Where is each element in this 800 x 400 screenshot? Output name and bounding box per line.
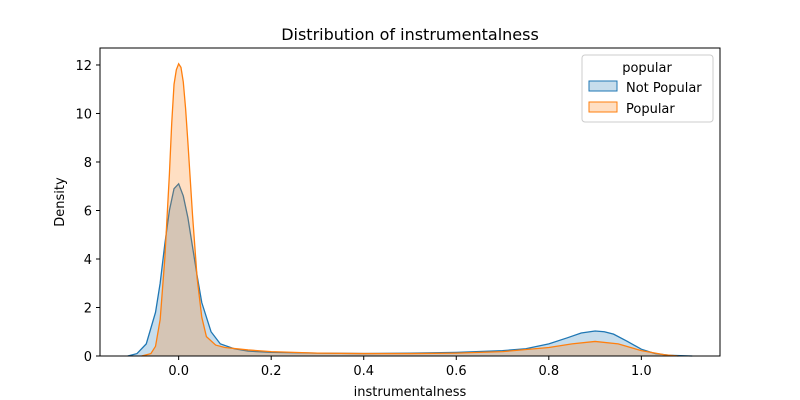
- legend-swatch-not-popular: [588, 80, 618, 92]
- density-line-not-popular: [127, 182, 693, 357]
- legend-box: [581, 54, 714, 123]
- y-tick-label: 8: [84, 156, 92, 171]
- legend-title: popular: [622, 61, 672, 76]
- x-tick-label: 0.4: [353, 364, 374, 379]
- density-line-popular: [141, 62, 679, 357]
- chart-title: Distribution of instrumentalness: [281, 25, 539, 44]
- y-axis-label: Density: [53, 177, 68, 227]
- x-axis: 0.0 0.2 0.4 0.6 0.8 1.0: [168, 356, 652, 379]
- y-tick-label: 12: [75, 59, 92, 74]
- y-tick-label: 2: [84, 301, 92, 316]
- x-axis-label: instrumentalness: [354, 385, 467, 400]
- y-tick-label: 10: [75, 107, 92, 122]
- plot-area: [127, 62, 693, 357]
- y-tick-label: 6: [84, 204, 92, 219]
- x-tick-label: 0.2: [261, 364, 282, 379]
- x-tick-label: 1.0: [631, 364, 652, 379]
- density-fill-not-popular: [127, 183, 693, 356]
- y-tick-label: 4: [84, 253, 92, 268]
- x-tick-label: 0.6: [446, 364, 467, 379]
- legend-label-popular: Popular: [626, 102, 675, 117]
- density-fill-popular: [141, 63, 679, 356]
- axes-frame: [99, 47, 721, 357]
- x-tick-label: 0.8: [538, 364, 559, 379]
- x-tick-label: 0.0: [168, 364, 189, 379]
- legend-label-not-popular: Not Popular: [626, 81, 702, 96]
- legend-swatch-popular: [588, 101, 618, 113]
- y-tick-label: 0: [84, 350, 92, 365]
- y-axis: 0 2 4 6 8 10 12: [75, 59, 100, 365]
- legend: popular Not Popular Popular: [581, 54, 714, 123]
